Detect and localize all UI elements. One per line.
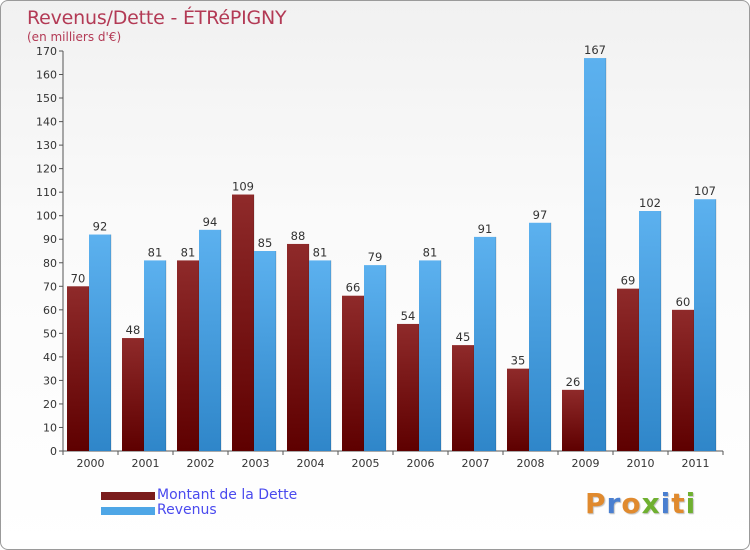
bar-revenus (529, 222, 551, 451)
data-label-dette: 48 (126, 323, 141, 337)
bar-revenus (254, 251, 276, 451)
y-tick-label: 150 (36, 92, 57, 105)
logo-letter: P (585, 487, 607, 520)
bar-revenus (474, 236, 496, 451)
x-tick-label: 2007 (462, 457, 490, 470)
bar-revenus (199, 229, 221, 451)
x-tick-label: 2005 (352, 457, 380, 470)
data-label-dette: 54 (401, 309, 416, 323)
legend-swatch-dette (101, 491, 155, 500)
data-label-revenus: 91 (478, 222, 493, 236)
data-label-dette: 69 (621, 274, 636, 288)
y-tick-label: 50 (43, 327, 57, 340)
logo-letter: x (641, 487, 661, 520)
y-tick-label: 90 (43, 233, 57, 246)
bar-revenus (144, 260, 166, 451)
data-label-revenus: 94 (203, 215, 218, 229)
x-tick-label: 2001 (132, 457, 160, 470)
y-tick-label: 60 (43, 304, 57, 317)
bar-dette (452, 345, 474, 451)
y-tick-label: 130 (36, 139, 57, 152)
data-label-dette: 70 (71, 271, 86, 285)
chart-subtitle: (en milliers d'€) (27, 30, 122, 44)
data-label-revenus: 102 (639, 196, 661, 210)
data-label-dette: 81 (181, 245, 196, 259)
bar-revenus (419, 260, 441, 451)
bar-revenus (694, 199, 716, 451)
x-tick-label: 2002 (187, 457, 215, 470)
bar-dette (177, 260, 199, 451)
chart-legend: Montant de la Dette Revenus (101, 488, 297, 518)
data-label-revenus: 81 (423, 245, 438, 259)
data-label-revenus: 85 (258, 236, 273, 250)
x-tick-label: 2003 (242, 457, 270, 470)
bar-dette (672, 309, 694, 451)
legend-item-revenus: Revenus (101, 503, 297, 518)
bar-revenus (309, 260, 331, 451)
bar-dette (342, 295, 364, 451)
logo-letter: i (685, 487, 697, 520)
data-label-dette: 26 (566, 375, 581, 389)
bar-dette (287, 243, 309, 451)
data-label-dette: 45 (456, 330, 471, 344)
bar-dette (617, 288, 639, 451)
y-tick-label: 100 (36, 210, 57, 223)
bar-dette (67, 286, 89, 451)
data-label-revenus: 92 (93, 220, 108, 234)
bar-revenus (584, 58, 606, 451)
y-tick-label: 120 (36, 163, 57, 176)
data-label-dette: 60 (676, 295, 691, 309)
x-tick-label: 2004 (297, 457, 325, 470)
y-tick-label: 70 (43, 280, 57, 293)
logo-letter: o (621, 487, 642, 520)
data-label-revenus: 107 (694, 184, 716, 198)
chart-title: Revenus/Dette - ÉTRéPIGNY (27, 7, 287, 29)
bar-revenus (639, 211, 661, 451)
logo-letter: r (606, 487, 622, 520)
logo-letter: i (660, 487, 672, 520)
data-label-revenus: 97 (533, 208, 548, 222)
legend-label-dette: Montant de la Dette (157, 487, 298, 503)
logo-letter: t (671, 487, 686, 520)
bar-dette (562, 389, 584, 451)
bar-dette (507, 368, 529, 451)
legend-swatch-revenus (101, 506, 155, 515)
y-tick-label: 40 (43, 351, 57, 364)
proxiti-logo: Proxiti (585, 487, 696, 520)
bar-revenus (364, 265, 386, 451)
bar-dette (122, 338, 144, 451)
data-label-dette: 66 (346, 281, 361, 295)
bar-dette (397, 323, 419, 451)
legend-item-dette: Montant de la Dette (101, 488, 297, 503)
y-tick-label: 30 (43, 374, 57, 387)
x-tick-label: 2006 (407, 457, 435, 470)
data-label-revenus: 81 (313, 245, 328, 259)
data-label-revenus: 79 (368, 250, 383, 264)
x-tick-label: 2009 (572, 457, 600, 470)
data-label-dette: 35 (511, 354, 526, 368)
y-tick-label: 140 (36, 116, 57, 129)
data-label-dette: 109 (232, 180, 254, 194)
y-tick-label: 170 (36, 45, 57, 58)
bar-revenus (89, 234, 111, 451)
bar-dette (232, 194, 254, 451)
legend-label-revenus: Revenus (157, 502, 217, 518)
y-tick-label: 110 (36, 186, 57, 199)
x-tick-label: 2008 (517, 457, 545, 470)
x-tick-label: 2000 (77, 457, 105, 470)
data-label-dette: 88 (291, 229, 306, 243)
y-tick-label: 20 (43, 398, 57, 411)
data-label-revenus: 81 (148, 245, 163, 259)
x-tick-label: 2011 (682, 457, 710, 470)
x-tick-label: 2010 (627, 457, 655, 470)
y-tick-label: 10 (43, 421, 57, 434)
y-tick-label: 80 (43, 257, 57, 270)
y-tick-label: 0 (50, 445, 57, 458)
y-tick-label: 160 (36, 69, 57, 82)
data-label-revenus: 167 (584, 43, 606, 57)
